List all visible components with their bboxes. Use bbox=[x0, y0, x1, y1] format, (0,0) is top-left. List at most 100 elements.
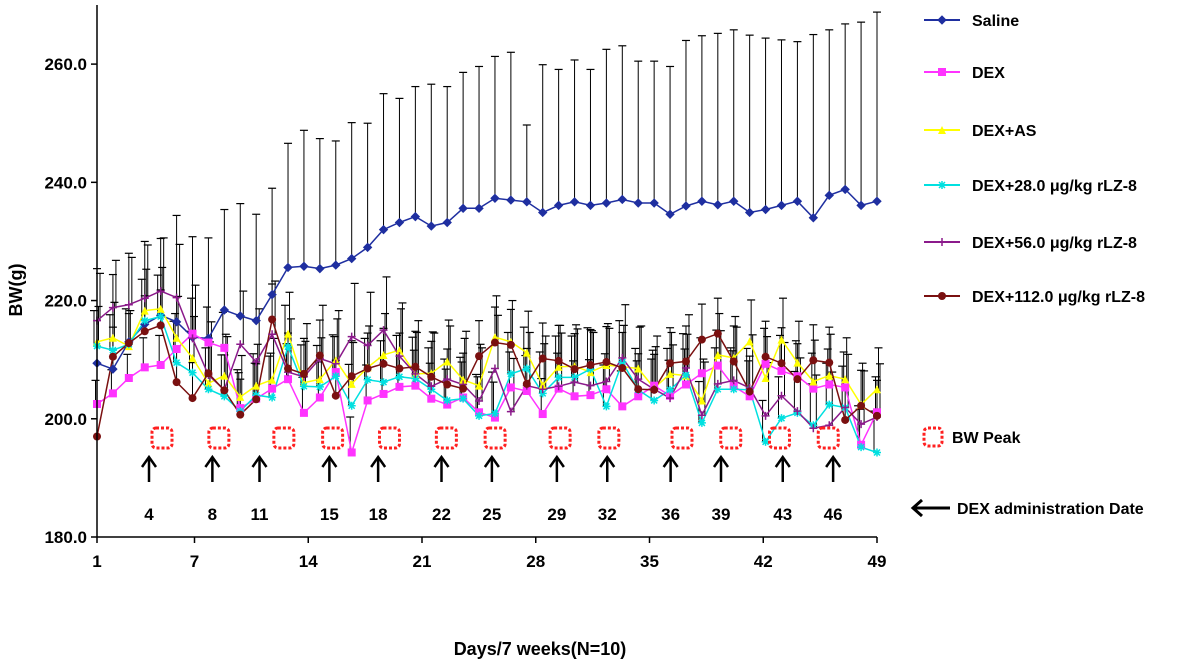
data-point-s3 bbox=[602, 402, 611, 411]
data-point-s1 bbox=[777, 366, 786, 375]
data-point-s2 bbox=[522, 348, 531, 357]
legend-label-3: DEX+28.0 μg/kg rLZ-8 bbox=[972, 178, 1137, 195]
data-point-s5 bbox=[522, 379, 531, 388]
data-point-s0 bbox=[776, 200, 787, 211]
data-point-s3 bbox=[411, 374, 420, 383]
data-point-s3 bbox=[554, 373, 563, 382]
admin-arrow-head bbox=[774, 454, 791, 468]
data-point-s0 bbox=[299, 261, 309, 271]
data-point-s1 bbox=[522, 386, 531, 395]
data-point-s3 bbox=[363, 375, 372, 384]
data-point-s5 bbox=[140, 327, 149, 336]
admin-arrow-head bbox=[370, 454, 387, 468]
data-point-s3 bbox=[650, 396, 659, 405]
admin-arrow-head bbox=[662, 454, 679, 468]
data-point-s1 bbox=[713, 361, 722, 370]
data-point-s5 bbox=[857, 401, 866, 410]
data-point-s1 bbox=[411, 381, 420, 390]
bw-peak-marker bbox=[483, 426, 507, 450]
data-point-s1 bbox=[140, 363, 149, 372]
data-point-s5 bbox=[650, 385, 659, 394]
bw-peak-marker bbox=[150, 426, 174, 450]
legend-marker-0 bbox=[937, 15, 947, 25]
data-point-s4 bbox=[713, 379, 722, 388]
data-point-s3 bbox=[586, 365, 595, 374]
data-point-s1 bbox=[331, 368, 340, 377]
data-point-s5 bbox=[634, 385, 643, 394]
data-point-s4 bbox=[379, 326, 388, 335]
data-point-s5 bbox=[252, 395, 261, 404]
data-point-s0 bbox=[792, 196, 803, 206]
data-point-s5 bbox=[825, 358, 834, 367]
bw-peak-markers bbox=[150, 426, 840, 450]
data-point-s4 bbox=[554, 382, 563, 391]
legend: Saline DEX DEX+AS DEX+28.0 μg/kg rLZ-8 DEX+5… bbox=[924, 13, 1145, 306]
admin-day-label: 32 bbox=[598, 505, 617, 524]
data-point-s5 bbox=[697, 335, 706, 344]
data-point-s4 bbox=[809, 424, 818, 433]
data-point-s4 bbox=[252, 358, 261, 367]
data-point-s4 bbox=[666, 394, 675, 403]
data-point-s3 bbox=[761, 437, 770, 446]
data-point-s3 bbox=[777, 414, 786, 423]
data-point-s0 bbox=[824, 190, 834, 201]
data-point-s0 bbox=[346, 253, 357, 264]
x-axis-label: Days/7 weeks(N=10) bbox=[454, 639, 627, 659]
legend-label-4: DEX+56.0 μg/kg rLZ-8 bbox=[972, 235, 1137, 252]
data-point-s4 bbox=[188, 334, 197, 343]
data-point-s1 bbox=[586, 391, 595, 400]
admin-day-label: 43 bbox=[773, 505, 792, 524]
data-point-s4 bbox=[363, 341, 372, 350]
data-point-s3 bbox=[220, 392, 229, 401]
data-point-s5 bbox=[538, 354, 547, 363]
data-point-s0 bbox=[362, 242, 373, 253]
data-point-s0 bbox=[267, 289, 277, 300]
y-axis-label: BW(g) bbox=[6, 264, 26, 317]
data-point-s3 bbox=[268, 393, 277, 402]
data-point-s5 bbox=[777, 359, 786, 368]
data-point-s2 bbox=[777, 335, 786, 344]
data-point-s3 bbox=[666, 385, 675, 394]
data-point-s5 bbox=[172, 378, 181, 387]
data-point-s4 bbox=[570, 378, 579, 387]
data-point-s0 bbox=[283, 262, 293, 273]
admin-arrow-head bbox=[140, 454, 158, 468]
data-point-s1 bbox=[299, 408, 308, 417]
data-point-s0 bbox=[331, 260, 341, 270]
legend-label-5: DEX+112.0 μg/kg rLZ-8 bbox=[972, 289, 1145, 306]
data-point-s4 bbox=[427, 382, 436, 391]
data-point-s5 bbox=[793, 375, 802, 384]
data-point-s2 bbox=[697, 396, 706, 405]
data-point-s5 bbox=[873, 411, 881, 420]
data-point-s4 bbox=[761, 411, 770, 420]
data-point-s4 bbox=[395, 352, 404, 361]
legend-label-0: Saline bbox=[972, 13, 1019, 30]
data-point-s3 bbox=[108, 346, 117, 355]
data-point-s4 bbox=[538, 385, 547, 394]
data-point-s5 bbox=[108, 352, 117, 361]
data-point-s1 bbox=[634, 392, 643, 401]
data-point-s1 bbox=[347, 448, 356, 457]
data-point-s4 bbox=[156, 287, 165, 296]
x-tick-labels: 1 7 14 21 28 35 42 49 bbox=[92, 537, 886, 571]
data-point-s1 bbox=[284, 375, 293, 384]
data-point-s1 bbox=[745, 392, 754, 401]
data-point-s3 bbox=[506, 369, 515, 378]
admin-arrow-head bbox=[321, 454, 338, 468]
data-point-s5 bbox=[204, 369, 213, 378]
data-point-s5 bbox=[618, 363, 627, 372]
data-point-s0 bbox=[856, 200, 866, 211]
data-point-s0 bbox=[522, 197, 532, 207]
data-point-s4 bbox=[236, 340, 245, 349]
data-point-s5 bbox=[554, 356, 563, 365]
admin-day-label: 8 bbox=[208, 505, 217, 524]
data-point-s5 bbox=[586, 360, 595, 369]
x-tick-label: 42 bbox=[754, 552, 773, 571]
x-tick-label: 14 bbox=[299, 552, 318, 571]
legend-admin-arrow-head bbox=[910, 498, 923, 518]
data-point-s5 bbox=[188, 394, 197, 403]
legend-marker-4 bbox=[938, 238, 946, 246]
data-point-s5 bbox=[602, 358, 611, 367]
data-point-s0 bbox=[760, 204, 771, 215]
